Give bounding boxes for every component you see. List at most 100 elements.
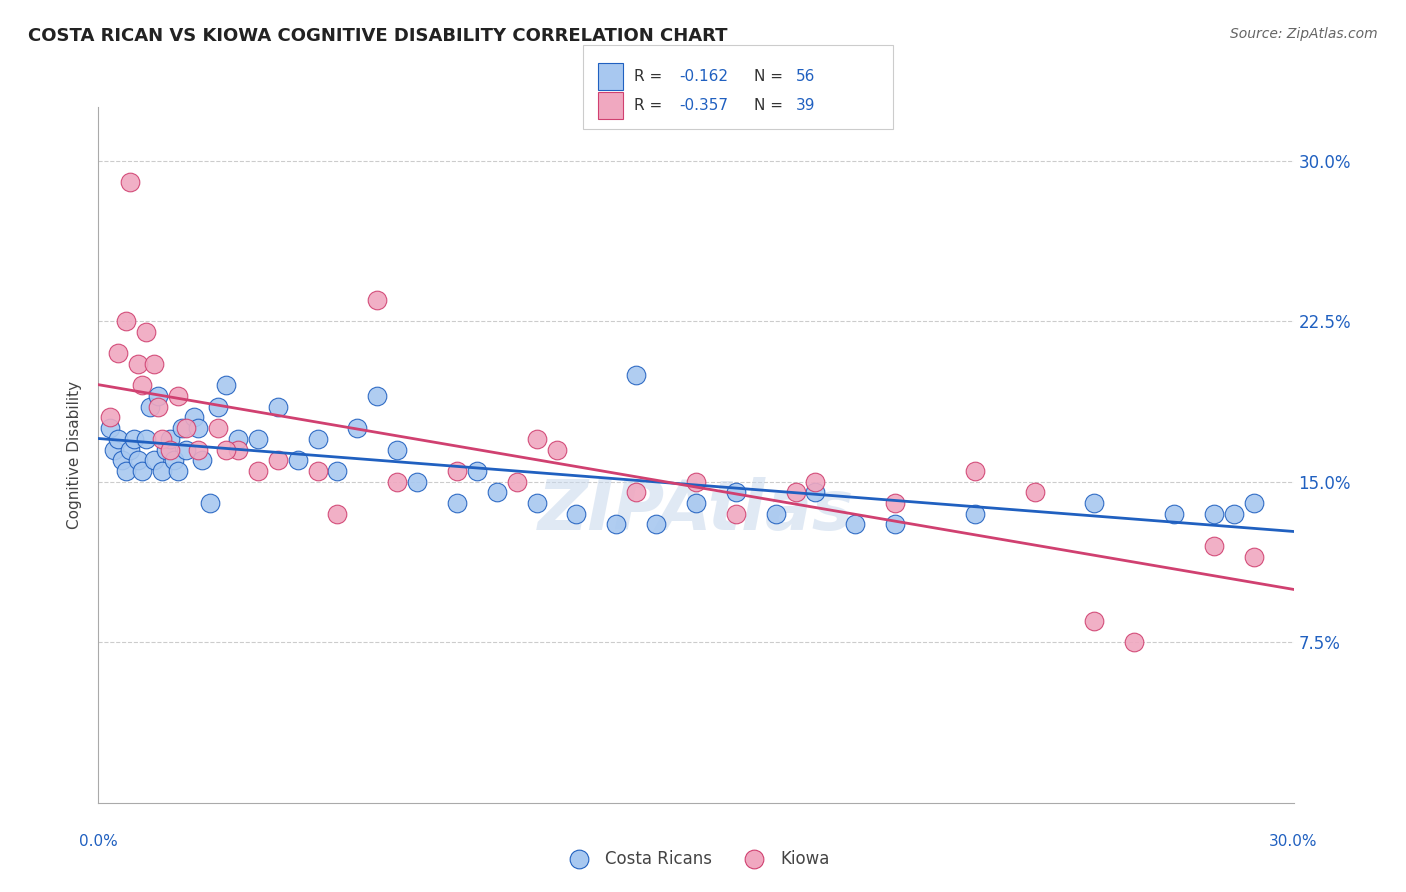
Point: [172, 421, 194, 435]
Point: [1024, 485, 1046, 500]
Point: [267, 400, 290, 414]
Y-axis label: Cognitive Disability: Cognitive Disability: [67, 381, 83, 529]
Point: [103, 442, 125, 457]
Point: [163, 453, 186, 467]
Point: [804, 475, 827, 489]
Point: [685, 496, 707, 510]
Point: [98, 421, 122, 435]
Point: [724, 507, 747, 521]
Point: [120, 442, 142, 457]
Point: [135, 432, 157, 446]
Point: [724, 485, 747, 500]
Point: [1202, 507, 1225, 521]
Point: [131, 464, 153, 478]
Point: [191, 453, 214, 467]
Point: [124, 432, 146, 446]
Point: [326, 464, 349, 478]
Point: [685, 475, 707, 489]
Text: 56: 56: [796, 70, 815, 85]
Point: [226, 432, 249, 446]
Point: [626, 485, 648, 500]
Point: [465, 464, 488, 478]
Point: [785, 485, 807, 500]
Text: 39: 39: [796, 98, 815, 113]
Text: ZIPAtlas: ZIPAtlas: [538, 477, 853, 544]
Point: [605, 517, 627, 532]
Point: [765, 507, 787, 521]
Point: [183, 410, 205, 425]
Text: -0.162: -0.162: [679, 70, 728, 85]
Point: [148, 400, 170, 414]
Point: [307, 464, 329, 478]
Point: [107, 432, 129, 446]
Point: [963, 464, 986, 478]
Point: [506, 475, 529, 489]
Point: [226, 442, 249, 457]
Point: [1083, 614, 1105, 628]
Point: [155, 442, 177, 457]
Point: [159, 432, 181, 446]
Point: [366, 389, 388, 403]
Point: [1243, 496, 1265, 510]
Point: [215, 442, 238, 457]
Point: [526, 496, 548, 510]
Point: [107, 346, 129, 360]
Text: 30.0%: 30.0%: [1270, 834, 1317, 849]
Point: [1243, 549, 1265, 564]
Point: [1223, 507, 1246, 521]
Point: [127, 357, 149, 371]
Text: R =: R =: [634, 70, 668, 85]
Point: [207, 421, 229, 435]
Point: [346, 421, 368, 435]
Point: [645, 517, 668, 532]
Point: [159, 442, 181, 457]
Point: [1083, 496, 1105, 510]
Text: R =: R =: [634, 98, 668, 113]
Point: [366, 293, 388, 307]
Point: [626, 368, 648, 382]
Point: [148, 389, 170, 403]
Point: [485, 485, 508, 500]
Point: [150, 464, 173, 478]
Point: [844, 517, 866, 532]
Point: [1163, 507, 1185, 521]
Point: [174, 442, 197, 457]
Point: [287, 453, 309, 467]
Point: [546, 442, 568, 457]
Point: [884, 517, 907, 532]
Point: [215, 378, 238, 392]
Point: [526, 432, 548, 446]
Point: [143, 453, 166, 467]
Point: [187, 421, 209, 435]
Text: 0.0%: 0.0%: [79, 834, 118, 849]
Point: [174, 421, 197, 435]
Text: COSTA RICAN VS KIOWA COGNITIVE DISABILITY CORRELATION CHART: COSTA RICAN VS KIOWA COGNITIVE DISABILIT…: [28, 27, 728, 45]
Point: [246, 432, 269, 446]
Point: [135, 325, 157, 339]
Text: Source: ZipAtlas.com: Source: ZipAtlas.com: [1230, 27, 1378, 41]
Point: [115, 464, 138, 478]
Point: [167, 389, 190, 403]
Point: [187, 442, 209, 457]
Point: [131, 378, 153, 392]
Point: [1202, 539, 1225, 553]
Point: [167, 464, 190, 478]
Point: [884, 496, 907, 510]
Point: [198, 496, 221, 510]
Point: [804, 485, 827, 500]
Point: [150, 432, 173, 446]
Point: [307, 432, 329, 446]
Point: [1123, 635, 1146, 649]
Text: N =: N =: [754, 70, 787, 85]
Point: [385, 475, 409, 489]
Point: [139, 400, 162, 414]
Point: [127, 453, 149, 467]
Point: [565, 507, 588, 521]
Point: [385, 442, 409, 457]
Point: [207, 400, 229, 414]
Text: N =: N =: [754, 98, 787, 113]
Point: [446, 496, 468, 510]
Point: [111, 453, 134, 467]
Point: [120, 175, 142, 189]
Point: [267, 453, 290, 467]
